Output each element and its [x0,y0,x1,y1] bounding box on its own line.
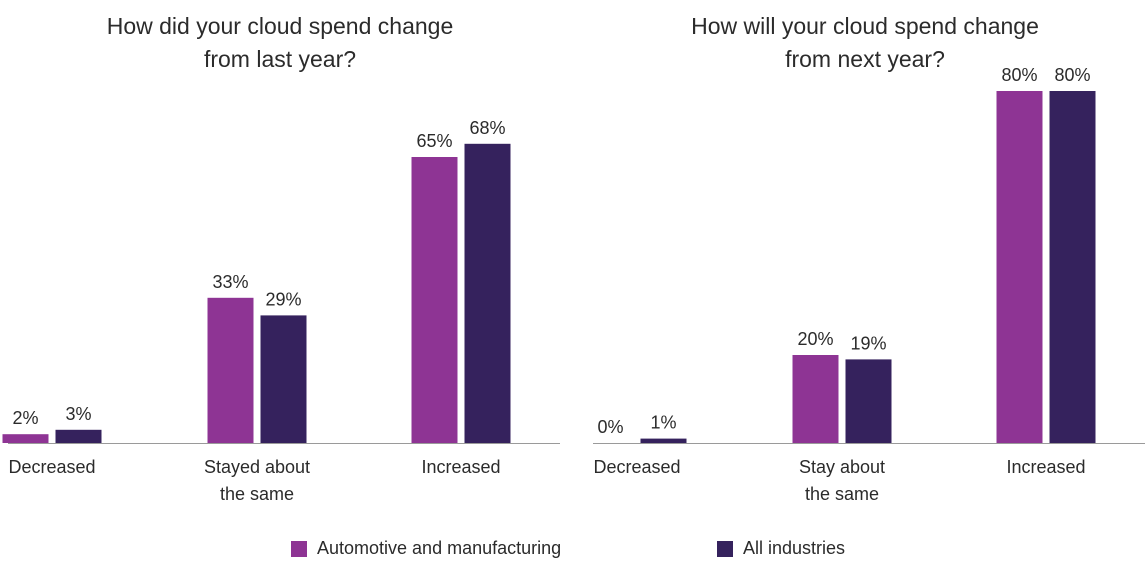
bar-all-industries [260,315,307,443]
bar-all-industries [1049,91,1096,443]
bar-all-industries [55,429,102,443]
category-label: the same [805,484,879,504]
data-label: 2% [12,408,38,428]
chart-panel-next-year: How will your cloud spend change from ne… [585,0,1145,530]
legend-swatch-automotive [291,540,307,557]
bar-all-industries [464,143,511,444]
chart-title: How will your cloud spend change from ne… [585,10,1145,76]
legend-label-automotive: Automotive and manufacturing [317,538,562,558]
bar-all-industries [640,438,687,443]
legend-label-all-industries: All industries [743,538,846,558]
chart-panel-last-year: How did your cloud spend change from las… [0,0,560,530]
category-label: Stayed about [204,457,310,477]
chart-title: How did your cloud spend change from las… [0,10,560,76]
chart-title-line-1: How will your cloud spend change [691,13,1039,39]
category-label: Stay about [799,457,885,477]
data-label: 1% [650,413,676,433]
chart-title-line-1: How did your cloud spend change [106,13,454,39]
legend-item-automotive: Automotive and manufacturing [291,538,561,559]
data-label: 3% [65,404,91,424]
bar-chart-next-year: 0% 1% Decreased 20% 19% Stay about the same 80%… [593,65,1145,504]
bar-automotive [792,355,839,443]
legend-swatch-all-industries [717,540,733,557]
data-label: 68% [469,118,505,138]
bar-automotive [2,434,49,443]
data-label: 65% [416,131,452,151]
chart-title-line-2: from next year? [785,46,945,72]
legend-item-all-industries: All industries [717,538,845,559]
bar-chart-last-year: 2% 3% Decreased 33% 29% Stayed about the same 6… [2,118,560,504]
bar-automotive [207,297,254,443]
category-label: Increased [1006,457,1085,477]
bar-all-industries [845,359,892,443]
chart-title-line-2: from last year? [203,46,357,72]
data-label: 20% [797,329,833,349]
data-label: 80% [1001,65,1037,85]
category-label: Decreased [8,457,95,477]
category-label: the same [220,484,294,504]
bar-automotive [996,91,1043,443]
category-label: Increased [421,457,500,477]
data-label: 33% [212,272,248,292]
data-label: 80% [1054,65,1090,85]
category-label: Decreased [593,457,680,477]
data-label: 0% [597,417,623,437]
bar-automotive [411,157,458,443]
data-label: 29% [265,289,301,309]
data-label: 19% [850,333,886,353]
chart-legend: Automotive and manufacturing All industr… [0,538,1145,562]
